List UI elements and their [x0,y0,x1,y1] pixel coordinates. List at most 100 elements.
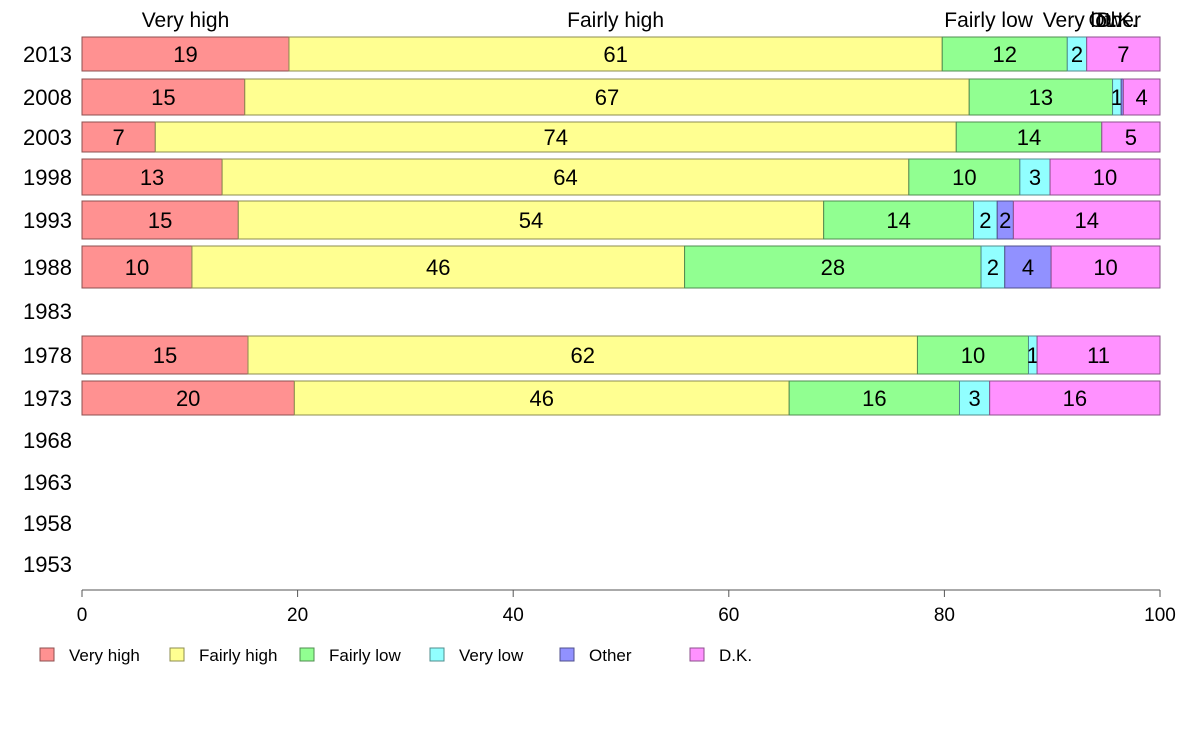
data-label: 1 [1027,343,1039,368]
data-label: 3 [1029,165,1041,190]
legend-swatch [429,647,445,662]
bar-segment [1004,245,1052,289]
bar-segment [916,335,1029,375]
data-label: 14 [886,208,910,233]
bar-segment [81,200,239,240]
legend-label: Fairly low [329,646,402,665]
data-label: 2 [979,208,991,233]
data-label: 16 [862,386,886,411]
bar-segment [1101,121,1161,153]
data-label: 12 [993,42,1017,67]
legend-label: Other [589,646,632,665]
data-label: 15 [148,208,172,233]
bar-segment [191,245,686,289]
bar-segment [989,380,1161,416]
bar-segment [1049,158,1161,196]
y-tick-label: 1958 [23,511,72,536]
x-tick-label: 20 [287,605,308,626]
data-label: 15 [153,343,177,368]
top-series-label: Fairly low [944,9,1034,32]
top-series-label: Other [1088,9,1141,32]
data-label: 61 [603,42,627,67]
top-series-label: Very low [1043,9,1123,32]
y-tick-label: 1993 [23,208,72,233]
data-label: 13 [140,165,164,190]
data-label: 7 [1117,42,1129,67]
data-label: 46 [426,255,450,280]
legend-label: Very high [69,646,140,665]
data-label: 14 [1074,208,1098,233]
data-label: 10 [1093,165,1117,190]
data-label: 19 [173,42,197,67]
data-label: 5 [1125,125,1137,150]
top-series-label: D.K. [1096,9,1137,32]
data-label: 7 [113,125,125,150]
bar-segment [81,78,246,116]
bar-segment [81,380,295,416]
y-tick-label: 2008 [23,85,72,110]
bar-segment [1050,245,1161,289]
x-tick-label: 60 [718,605,739,626]
data-label: 2 [1071,42,1083,67]
y-tick-label: 1988 [23,255,72,280]
legend-swatch [39,647,55,662]
y-tick-label: 1983 [23,299,72,324]
top-series-label: Very high [142,9,230,32]
bar-segment [823,200,975,240]
legend-swatch [299,647,315,662]
bar-segment [968,78,1114,116]
y-tick-label: 1998 [23,165,72,190]
bar-segment [81,36,290,72]
y-tick-label: 2003 [23,125,72,150]
data-label: 46 [530,386,554,411]
data-label: 67 [595,85,619,110]
bar-segment [684,245,982,289]
bar-segment [154,121,957,153]
data-label: 4 [1022,255,1034,280]
legend-label: D.K. [719,646,752,665]
bar-segment [237,200,825,240]
x-tick-label: 0 [77,605,88,626]
legend-label: Very low [459,646,524,665]
bar-segment [81,158,223,196]
bar-segment [1122,78,1161,116]
data-label: 11 [1087,343,1110,368]
y-tick-label: 1968 [23,428,72,453]
data-label: 54 [519,208,543,233]
data-label: 4 [1136,85,1148,110]
bar-segment [788,380,960,416]
bar-segment [1019,158,1051,196]
y-tick-label: 1963 [23,470,72,495]
legend-swatch [169,647,185,662]
data-label: 10 [125,255,149,280]
y-tick-label: 1978 [23,343,72,368]
data-label: 2 [987,255,999,280]
data-label: 20 [176,386,200,411]
data-label: 2 [999,208,1011,233]
bar-segment [908,158,1021,196]
data-label: 10 [952,165,976,190]
bar-segment [81,335,249,375]
data-label: 1 [1111,85,1123,110]
bar-segment [1012,200,1161,240]
bar-segment [941,36,1068,72]
data-label: 10 [961,343,985,368]
y-tick-label: 1953 [23,552,72,577]
x-tick-label: 100 [1144,605,1176,626]
data-label: 64 [553,165,577,190]
data-label: 14 [1017,125,1041,150]
bar-segment [1036,335,1161,375]
legend-label: Fairly high [199,646,277,665]
legend-swatch [689,647,705,662]
bar-segment [1086,36,1161,72]
data-label: 13 [1029,85,1053,110]
y-tick-label: 2013 [23,42,72,67]
bar-segment [958,380,991,416]
data-label: 74 [544,125,568,150]
legend-swatch [559,647,575,662]
data-label: 15 [151,85,175,110]
data-label: 10 [1093,255,1117,280]
top-series-label: Fairly high [567,9,664,32]
